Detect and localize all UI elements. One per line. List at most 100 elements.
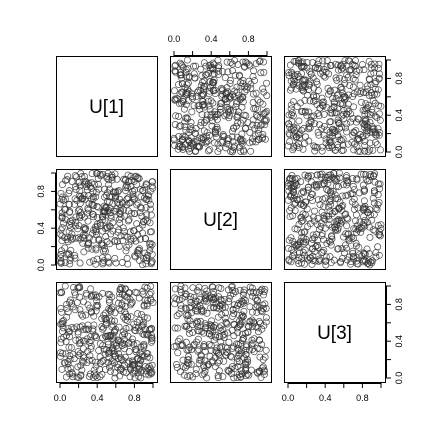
scatter-point: [227, 291, 235, 299]
scatter-point: [209, 298, 217, 306]
scatter-point: [114, 345, 122, 353]
scatter-point: [286, 138, 294, 146]
scatter-point: [295, 57, 303, 65]
scatter-point: [300, 228, 308, 236]
scatter-point: [196, 295, 204, 303]
scatter-point: [198, 72, 206, 80]
scatter-point: [192, 125, 200, 132]
scatter-point: [93, 220, 101, 228]
scatter-point: [349, 75, 357, 83]
scatter-point: [88, 210, 96, 218]
scatter-point: [105, 259, 113, 267]
scatter-point: [117, 213, 125, 221]
scatter-point: [232, 305, 240, 313]
scatter-point: [114, 363, 122, 371]
scatter-point: [285, 257, 293, 265]
scatter-point: [343, 128, 351, 136]
scatter-point: [316, 201, 324, 209]
scatter-point: [56, 289, 64, 297]
scatter-point: [92, 307, 100, 315]
scatter-point: [235, 72, 243, 80]
scatter-point: [334, 245, 342, 253]
scatter-point: [58, 365, 66, 373]
scatter-point: [123, 243, 131, 251]
scatter-point: [331, 86, 339, 94]
scatter-point: [127, 177, 135, 185]
scatter-point: [230, 320, 238, 328]
scatter-point: [357, 98, 365, 106]
scatter-point: [344, 57, 352, 65]
scatter-point: [249, 99, 257, 106]
scatter-point: [142, 367, 150, 375]
scatter-point: [368, 108, 376, 116]
scatter-point: [370, 171, 378, 179]
scatter-point: [250, 319, 258, 327]
scatter-point: [318, 249, 326, 257]
scatter-point: [111, 254, 119, 262]
scatter-point: [334, 215, 342, 223]
scatter-point: [303, 64, 311, 72]
scatter-point: [116, 200, 124, 208]
scatter-point: [202, 293, 210, 301]
scatter-point: [64, 172, 72, 180]
scatter-point: [337, 100, 345, 108]
scatter-point: [81, 231, 89, 239]
scatter-point: [72, 234, 80, 242]
scatter-point: [196, 105, 204, 113]
scatter-point: [329, 173, 337, 181]
scatter-point: [57, 339, 65, 347]
scatter-point: [133, 318, 141, 326]
scatter-point: [92, 362, 100, 370]
scatter-point: [236, 286, 244, 294]
scatter-point: [201, 320, 209, 328]
scatter-point: [217, 338, 225, 346]
scatter-point: [197, 81, 205, 89]
scatter-point: [339, 60, 347, 68]
scatter-point: [375, 64, 383, 72]
scatter-point: [100, 324, 107, 332]
scatter-point: [253, 301, 261, 309]
scatter-point: [251, 77, 258, 85]
scatter-point: [350, 195, 358, 203]
scatter-point: [366, 139, 374, 147]
scatter-point: [210, 87, 218, 95]
scatter-point: [371, 227, 379, 235]
scatter-point: [344, 177, 352, 185]
scatter-point: [177, 60, 185, 68]
scatter-point: [189, 373, 197, 381]
scatter-point: [107, 212, 115, 219]
scatter-point: [348, 138, 356, 146]
scatter-point: [243, 343, 250, 351]
scatter-point: [320, 66, 328, 73]
scatter-point: [206, 294, 213, 302]
scatter-point: [320, 212, 328, 220]
scatter-point: [349, 93, 357, 101]
scatter-point: [98, 370, 106, 378]
scatter-point: [189, 139, 197, 147]
scatter-point: [143, 284, 151, 292]
scatter-point: [315, 112, 323, 120]
scatter-point: [90, 370, 98, 378]
scatter-point: [306, 81, 313, 89]
scatter-point: [135, 372, 143, 380]
scatter-point: [144, 314, 151, 322]
scatter-point: [230, 124, 238, 132]
scatter-point: [192, 365, 200, 373]
scatter-point: [70, 355, 78, 363]
scatter-point: [138, 366, 146, 374]
scatter-point: [244, 328, 252, 336]
scatter-point: [147, 295, 155, 303]
scatter-point: [341, 93, 349, 101]
scatter-point: [145, 196, 153, 204]
tick-label-top: 0.8: [242, 34, 255, 44]
scatter-point: [119, 237, 127, 245]
scatter-point: [219, 137, 227, 145]
scatter-point: [370, 211, 378, 218]
scatter-point: [75, 374, 83, 382]
scatter-point: [106, 204, 114, 212]
scatter-point: [191, 74, 199, 82]
scatter-point: [144, 331, 152, 339]
scatter-point: [119, 328, 127, 336]
scatter-point: [127, 237, 135, 245]
scatter-point: [298, 76, 306, 84]
